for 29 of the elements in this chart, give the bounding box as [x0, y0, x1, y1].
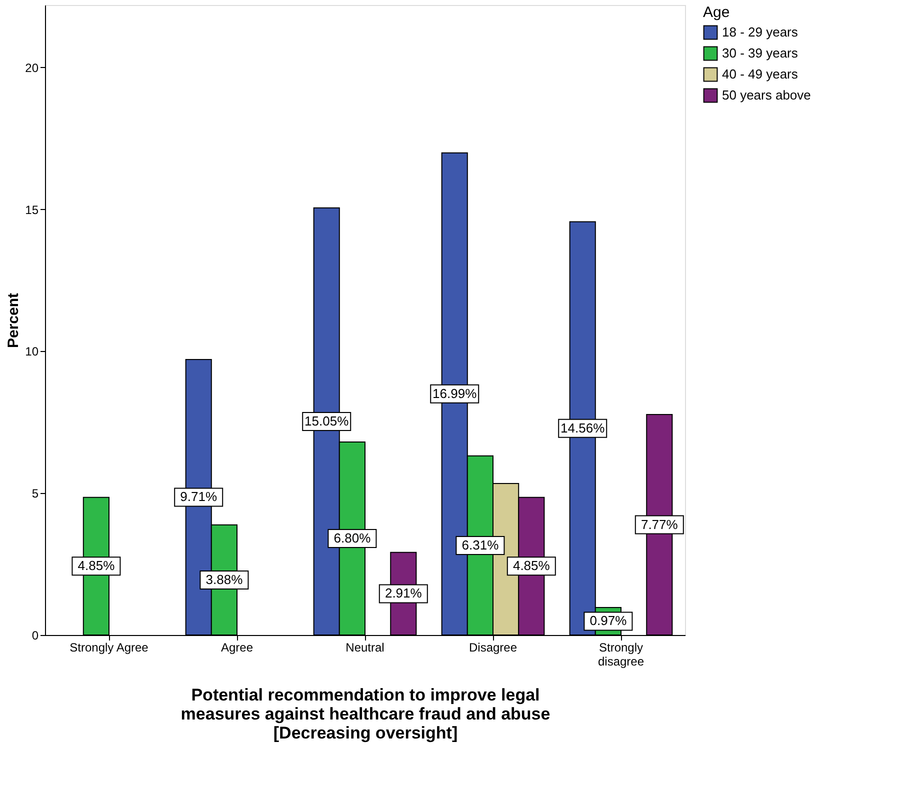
legend-label: 50 years above [722, 88, 811, 102]
data-label: 0.97% [590, 613, 628, 628]
data-label: 9.71% [180, 489, 218, 504]
data-label: 6.31% [462, 537, 500, 552]
y-tick-label: 10 [25, 344, 39, 359]
x-tick-label: Strongly disagree [598, 640, 644, 668]
legend-label: 40 - 49 years [722, 66, 798, 82]
data-label: 4.85% [512, 558, 550, 574]
y-tick-label: 15 [25, 202, 39, 217]
x-tick-label: Strongly Agree [70, 640, 149, 654]
x-tick-label: Disagree [468, 640, 518, 654]
y-tick-label: 20 [25, 60, 39, 75]
y-axis-title: Percent [5, 292, 22, 348]
y-tick-label: 0 [32, 628, 39, 642]
y-tick-label: 5 [32, 486, 39, 501]
data-label: 15.05% [304, 413, 350, 428]
data-label: 16.99% [432, 386, 478, 401]
x-tick-label: Neutral [346, 640, 384, 654]
data-label: 6.80% [334, 530, 372, 546]
data-label: 7.77% [640, 516, 678, 532]
legend-label: 30 - 39 years [722, 46, 798, 60]
x-axis-title: Potential recommendation to improve legal measures against healthcare fraud and abuse [Decreasing oversight] [180, 686, 550, 742]
data-label: 14.56% [560, 420, 606, 436]
legend-label: 18 - 29 years [722, 24, 798, 40]
data-label: 4.85% [78, 558, 116, 574]
data-label: 3.88% [206, 572, 244, 587]
legend-title: Age [703, 4, 730, 21]
data-label: 2.91% [384, 586, 422, 601]
x-tick-label: Agree [220, 640, 254, 654]
